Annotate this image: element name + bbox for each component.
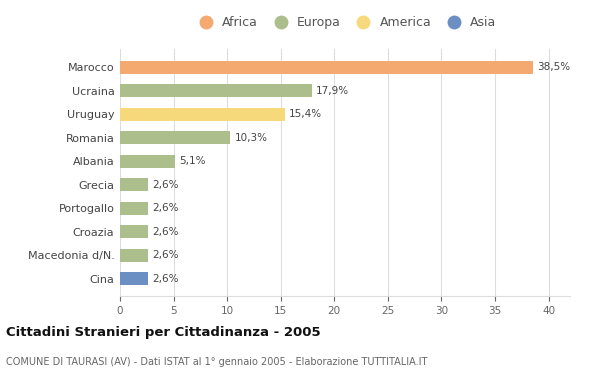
Bar <box>120 61 533 74</box>
Bar <box>120 155 175 168</box>
Legend: Africa, Europa, America, Asia: Africa, Europa, America, Asia <box>188 11 502 34</box>
Text: 38,5%: 38,5% <box>537 62 570 72</box>
Bar <box>120 272 148 285</box>
Bar <box>120 178 148 191</box>
Text: 15,4%: 15,4% <box>289 109 322 119</box>
Text: 2,6%: 2,6% <box>152 274 179 284</box>
Bar <box>120 249 148 262</box>
Text: 2,6%: 2,6% <box>152 250 179 260</box>
Bar <box>120 84 312 97</box>
Text: 2,6%: 2,6% <box>152 227 179 237</box>
Bar <box>120 202 148 215</box>
Bar <box>120 225 148 238</box>
Bar <box>120 131 230 144</box>
Text: 2,6%: 2,6% <box>152 203 179 213</box>
Text: 17,9%: 17,9% <box>316 86 349 96</box>
Text: COMUNE DI TAURASI (AV) - Dati ISTAT al 1° gennaio 2005 - Elaborazione TUTTITALIA: COMUNE DI TAURASI (AV) - Dati ISTAT al 1… <box>6 357 427 367</box>
Text: Cittadini Stranieri per Cittadinanza - 2005: Cittadini Stranieri per Cittadinanza - 2… <box>6 326 320 339</box>
Bar <box>120 108 285 120</box>
Text: 2,6%: 2,6% <box>152 180 179 190</box>
Text: 5,1%: 5,1% <box>179 156 205 166</box>
Text: 10,3%: 10,3% <box>235 133 268 142</box>
